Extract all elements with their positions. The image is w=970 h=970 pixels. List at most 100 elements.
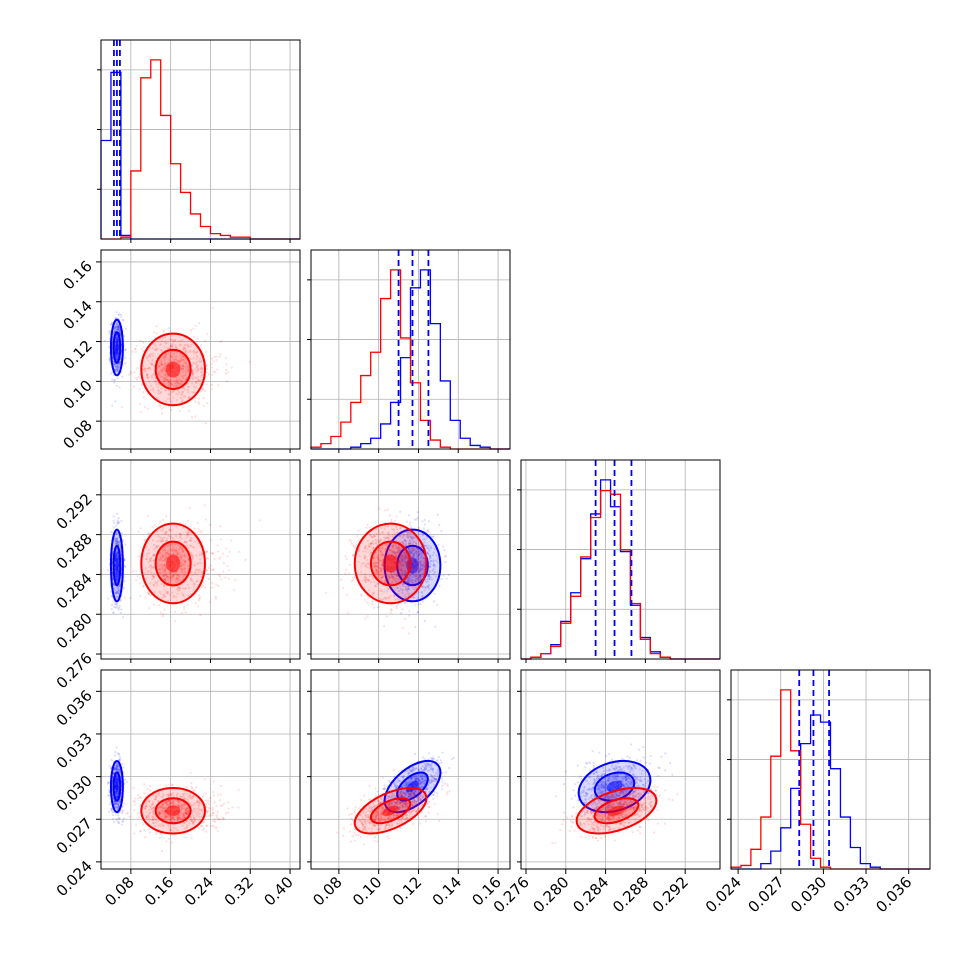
sample-point [426,573,429,576]
sample-point [425,535,428,538]
sample-point [119,758,122,761]
sample-point [113,363,116,366]
sample-point [137,797,140,800]
sample-point [117,587,120,590]
sample-point [409,577,412,580]
sample-point [225,379,228,383]
sample-point [178,378,182,381]
sample-point [176,592,179,595]
sample-point [112,515,115,518]
sample-point [412,552,415,555]
sample-point [392,528,396,531]
sample-point [376,565,380,568]
sample-point [115,537,118,540]
sample-point [161,556,164,559]
sample-point [393,519,396,522]
sample-point [114,365,117,368]
sample-point [186,534,189,537]
sample-point [163,358,166,361]
sample-point [195,579,199,582]
sample-point [180,397,183,400]
sample-point [115,541,118,544]
sample-point [160,369,163,372]
sample-point [212,552,215,555]
sample-point [210,357,214,360]
sample-point [209,538,213,541]
sample-point [434,625,437,628]
sample-point [118,329,121,332]
sample-point [400,547,403,550]
sample-point [139,594,142,597]
sample-point [113,368,117,371]
sample-point [212,794,216,797]
sample-point [117,814,120,817]
sample-point [419,577,422,581]
sample-point [222,570,225,573]
sample-point [180,558,183,561]
sample-point [374,538,377,541]
sample-point [158,564,161,567]
sample-point [115,555,118,558]
sample-point [416,551,419,555]
sample-point [395,515,398,518]
sample-point [153,373,156,376]
sample-point [199,379,203,382]
sample-point [258,519,261,522]
sample-point [109,802,112,806]
sample-point [168,385,171,389]
sample-point [193,563,196,566]
sample-point [404,555,407,558]
sample-point [152,583,155,587]
sample-point [165,530,168,533]
sample-point [164,571,167,574]
sample-point [172,396,175,399]
sample-point [115,328,118,331]
histogram-grid-p1 [101,40,300,239]
sample-point [377,540,381,543]
sample-point [129,596,132,600]
sample-point [144,367,147,370]
sample-point [182,355,185,358]
sample-point [420,554,424,557]
sample-point [409,521,412,524]
sample-point [172,339,175,342]
sample-point [184,350,188,353]
sample-point [404,542,408,545]
sample-point [195,365,198,369]
sample-point [187,396,190,400]
sample-point [428,574,431,577]
sample-point [193,527,196,530]
sample-point [390,608,393,611]
sample-point [152,553,156,556]
sample-point [391,535,394,539]
sample-point [115,339,118,342]
sample-point [163,577,167,580]
sample-point [415,567,418,570]
sample-point [365,566,368,569]
sample-point [420,563,423,567]
sample-point [162,571,165,574]
sample-point [148,366,151,370]
scatter-panel-contents-2-0 [106,504,261,623]
sample-point [114,556,117,559]
sample-point [143,368,146,372]
sample-point [181,569,184,572]
sample-point [116,551,119,554]
sample-point [422,567,426,571]
sample-point [407,575,411,578]
sample-point [168,393,171,396]
sample-point [164,373,167,376]
sample-point [151,539,154,542]
sample-point [376,582,379,586]
sample-point [117,365,120,368]
sample-point [116,358,119,361]
sample-point [363,557,366,560]
sample-point [416,511,419,514]
sample-point [115,579,119,583]
sample-point [152,554,155,557]
sample-point [407,576,410,580]
sample-point [218,575,221,578]
sample-point [407,587,410,590]
sample-point [115,542,119,545]
sample-point [115,586,118,589]
